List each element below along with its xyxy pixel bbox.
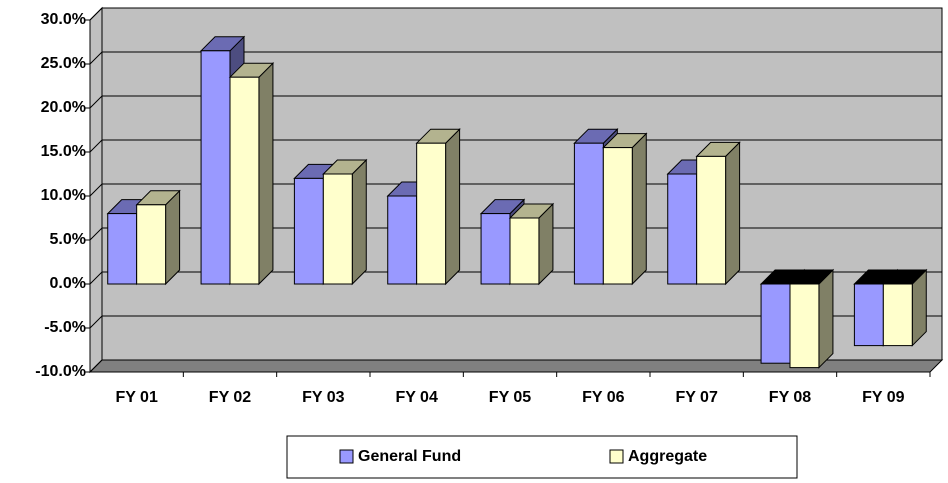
bar-front <box>387 195 418 285</box>
grid-line <box>89 7 942 21</box>
legend-label: Aggregate <box>628 448 707 465</box>
bar-front <box>136 204 167 285</box>
bar-side <box>258 61 274 286</box>
bar <box>695 141 741 286</box>
bar-front <box>667 173 698 285</box>
grid-line <box>89 139 942 153</box>
bar-side <box>631 132 647 286</box>
x-tick-label: FY 02 <box>209 389 252 406</box>
bar-front <box>882 283 913 347</box>
x-tick-label: FY 08 <box>769 389 812 406</box>
bar-front <box>200 50 231 285</box>
x-tick-label: FY 04 <box>395 389 438 406</box>
x-tick-label: FY 09 <box>862 389 905 406</box>
legend-box <box>286 435 798 479</box>
bar-front <box>293 177 324 285</box>
bar <box>415 127 461 286</box>
bar <box>508 202 555 286</box>
bar-side <box>165 189 181 286</box>
bar-side <box>445 127 461 286</box>
y-tick-label: -10.0% <box>35 363 86 380</box>
bar <box>135 189 181 286</box>
y-tick-label: 0.0% <box>50 275 86 292</box>
grid-line <box>89 95 942 109</box>
grid-line <box>89 359 942 373</box>
bar-front <box>416 142 447 285</box>
bar-front <box>602 147 633 285</box>
bar-side <box>818 268 834 369</box>
bar-front <box>322 173 353 285</box>
x-tick-label: FY 06 <box>582 389 625 406</box>
grid-line <box>89 227 942 241</box>
bar-front <box>573 142 604 285</box>
x-tick-label: FY 03 <box>302 389 345 406</box>
x-tick-label: FY 01 <box>115 389 158 406</box>
bar-front <box>107 213 138 285</box>
grid-line <box>89 183 942 197</box>
bar <box>228 61 275 286</box>
grid-line <box>89 51 942 65</box>
grid-line <box>89 271 942 285</box>
bar-side <box>725 141 741 286</box>
legend-label: General Fund <box>358 448 461 465</box>
legend: General Fund Aggregate <box>286 435 798 479</box>
bar <box>602 132 648 286</box>
bar-front <box>760 283 791 364</box>
bar-front <box>480 213 511 285</box>
bar-front <box>853 283 884 347</box>
bar-front <box>789 283 820 369</box>
y-tick-label: 25.0% <box>41 55 86 72</box>
bar <box>788 268 835 369</box>
bar <box>882 268 928 347</box>
y-tick-label: 20.0% <box>41 99 86 116</box>
y-tick-label: 10.0% <box>41 187 86 204</box>
legend-swatch <box>339 449 354 464</box>
bar <box>322 158 368 286</box>
y-tick-label: 30.0% <box>41 11 86 28</box>
legend-swatch <box>609 449 624 464</box>
bar-side <box>351 158 367 286</box>
y-tick-label: -5.0% <box>44 319 86 336</box>
bar-front <box>229 76 260 285</box>
x-tick-label: FY 07 <box>675 389 718 406</box>
grid-line <box>89 315 942 329</box>
bar-front <box>509 217 540 285</box>
x-tick-label: FY 05 <box>489 389 532 406</box>
y-tick-label: 15.0% <box>41 143 86 160</box>
y-tick-label: 5.0% <box>50 231 86 248</box>
bar-front <box>696 155 727 285</box>
